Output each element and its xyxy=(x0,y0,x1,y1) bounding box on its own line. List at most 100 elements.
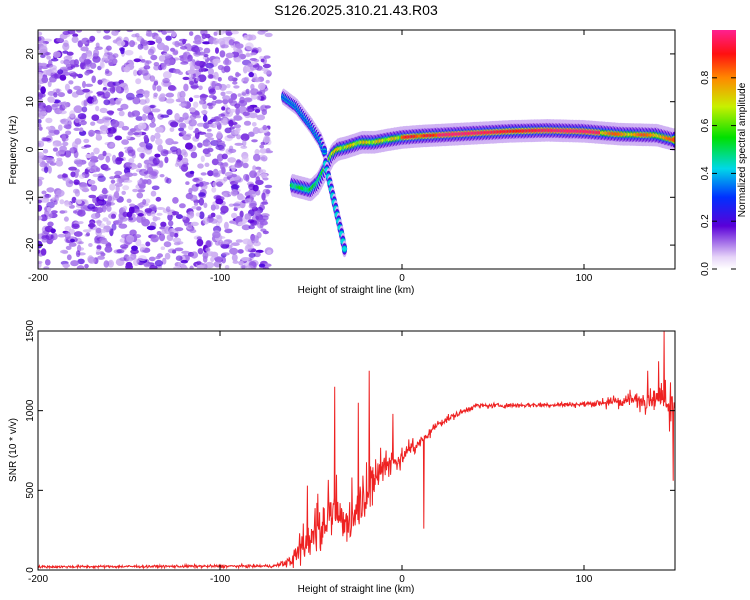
heatmap-noise-cell xyxy=(208,94,216,99)
heatmap-noise-cell xyxy=(115,156,123,165)
heatmap-noise-cell xyxy=(238,260,244,266)
heatmap-noise-cell xyxy=(68,242,77,247)
heatmap-noise-cell xyxy=(110,179,116,184)
heatmap-noise-cell xyxy=(38,215,43,221)
heatmap-noise-cell xyxy=(146,225,156,231)
heatmap-noise-cell xyxy=(189,265,194,269)
heatmap-noise-cell xyxy=(164,156,169,164)
heatmap-noise-cell xyxy=(125,261,133,268)
heatmap-noise-cell xyxy=(180,45,188,50)
heatmap-noise-cell xyxy=(138,69,143,75)
heatmap-noise-cell xyxy=(63,59,71,65)
heatmap-noise-cell xyxy=(157,144,164,152)
heatmap-noise-cell xyxy=(122,185,130,191)
heatmap-noise-cell xyxy=(186,224,193,230)
heatmap-noise-cell xyxy=(212,181,217,188)
heatmap-noise-cell xyxy=(215,144,225,151)
heatmap-noise-cell xyxy=(223,221,229,230)
heatmap-noise-cell xyxy=(162,45,170,52)
heatmap-noise-cell xyxy=(158,94,166,102)
heatmap-noise-cell xyxy=(145,241,151,247)
heatmap-noise-cell xyxy=(106,205,112,212)
heatmap-noise-cell xyxy=(232,81,238,85)
heatmap-noise-cell xyxy=(215,198,224,205)
heatmap-noise-cell xyxy=(140,59,146,63)
heatmap-noise-cell xyxy=(155,126,164,133)
heatmap-noise-cell xyxy=(69,147,78,154)
heatmap-noise-cell xyxy=(80,46,89,52)
heatmap-noise-cell xyxy=(158,160,164,168)
heatmap-noise-cell xyxy=(237,195,246,201)
heatmap-noise-cell xyxy=(55,151,61,157)
heatmap-noise-cell xyxy=(97,255,105,260)
heatmap-noise-cell xyxy=(172,237,182,243)
heatmap-noise-cell xyxy=(155,138,163,146)
heatmap-noise-cell xyxy=(77,244,82,253)
heatmap-noise-cell xyxy=(79,120,87,126)
heatmap-noise-cell xyxy=(122,205,128,211)
colorbar-tick-label: 0.2 xyxy=(700,214,711,228)
heatmap-noise-cell xyxy=(243,34,250,41)
heatmap-noise-cell xyxy=(38,36,42,42)
heatmap-noise-cell xyxy=(233,201,243,209)
heatmap-noise-cell xyxy=(43,266,50,269)
heatmap-noise-cell xyxy=(41,190,47,195)
heatmap-noise-cell xyxy=(181,130,187,136)
heatmap-noise-cell xyxy=(41,136,48,142)
heatmap-noise-cell xyxy=(77,73,83,79)
heatmap-noise-cell xyxy=(84,168,89,175)
heatmap-noise-cell xyxy=(207,170,214,177)
heatmap-noise-cell xyxy=(84,70,90,76)
heatmap-noise-cell xyxy=(73,105,83,114)
heatmap-noise-cell xyxy=(228,39,235,46)
heatmap-noise-cell xyxy=(262,63,271,69)
heatmap-noise-cell xyxy=(90,165,99,173)
heatmap-noise-cell xyxy=(79,174,85,180)
heatmap-noise-cell xyxy=(201,33,207,40)
heatmap-noise-cell xyxy=(137,162,143,169)
heatmap-noise-cell xyxy=(149,122,157,128)
heatmap-noise-cell xyxy=(261,192,266,201)
heatmap-noise-cell xyxy=(44,166,49,174)
heatmap-noise-cell xyxy=(231,253,238,262)
heatmap-noise-cell xyxy=(118,151,124,158)
heatmap-noise-cell xyxy=(93,49,100,57)
heatmap-noise-cell xyxy=(228,98,234,104)
heatmap-noise-cell xyxy=(210,122,217,129)
heatmap-noise-cell xyxy=(154,132,161,140)
heatmap-noise-cell xyxy=(167,213,173,221)
heatmap-noise-cell xyxy=(89,62,97,69)
heatmap-noise-cell xyxy=(208,88,216,95)
heatmap-noise-cell xyxy=(199,211,205,220)
heatmap-noise-cell xyxy=(131,245,138,251)
heatmap-noise-cell xyxy=(100,128,109,135)
heatmap-noise-cell xyxy=(132,188,139,193)
colorbar-ticks: 0.0 0.2 0.4 0.6 0.8 xyxy=(700,70,736,276)
heatmap-noise-cell xyxy=(211,80,216,89)
heatmap-noise-cell xyxy=(139,152,146,158)
heatmap-noise-cell xyxy=(46,187,55,193)
heatmap-noise-cell xyxy=(109,176,116,180)
heatmap-noise-cell xyxy=(197,74,207,83)
heatmap-noise-cell xyxy=(241,92,247,96)
heatmap-noise-cell xyxy=(253,153,261,162)
heatmap-noise-cell xyxy=(83,138,90,144)
heatmap-noise-cell xyxy=(261,215,269,221)
heatmap-noise-cell xyxy=(47,221,54,227)
snr-xlabel: Height of straight line (km) xyxy=(298,584,415,595)
heatmap-noise-cell xyxy=(127,131,134,136)
heatmap-noise-cell xyxy=(46,206,52,212)
heatmap-noise-cell xyxy=(51,210,58,214)
y-tick-label: 1000 xyxy=(25,399,36,422)
heatmap-noise-cell xyxy=(155,216,161,221)
heatmap-noise-cell xyxy=(163,59,171,64)
heatmap-noise-cell xyxy=(126,135,131,140)
x-tick-label: 0 xyxy=(399,574,405,585)
heatmap-noise-cell xyxy=(130,164,137,168)
heatmap-noise-cell xyxy=(147,48,155,56)
heatmap-noise-cell xyxy=(202,102,208,110)
heatmap-noise-cell xyxy=(175,255,183,261)
heatmap-noise-cell xyxy=(138,255,147,262)
heatmap-noise-cell xyxy=(122,211,129,218)
heatmap-noise-cell xyxy=(80,205,90,211)
